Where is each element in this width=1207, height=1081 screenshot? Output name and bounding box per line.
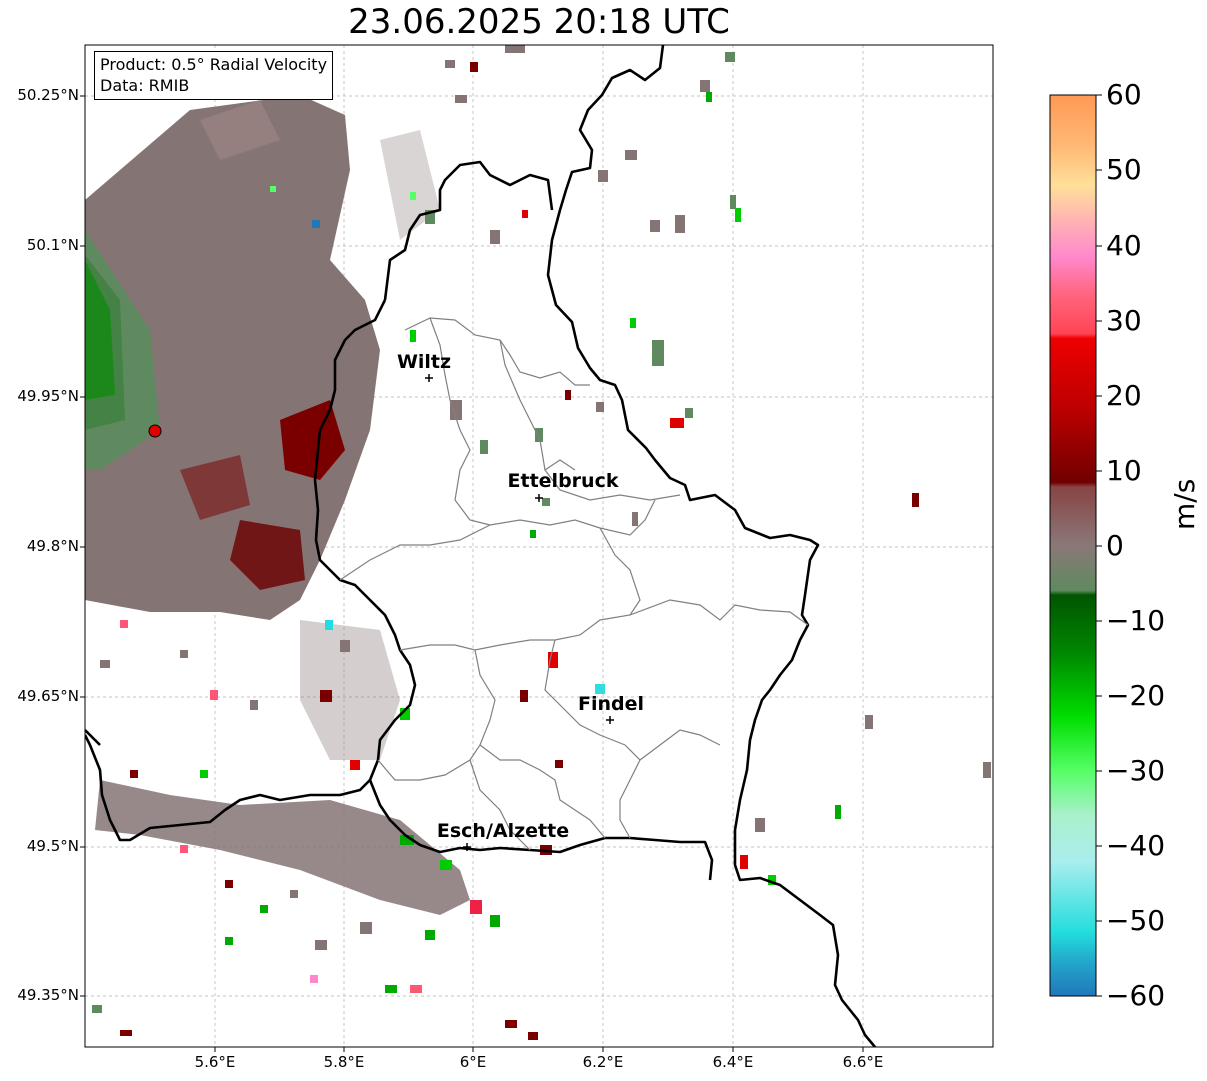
colorbar-tick-label: −60	[1106, 979, 1166, 1012]
colorbar-tick-label: −40	[1106, 829, 1166, 862]
lat-tick-label: 50.1°N	[26, 236, 79, 254]
colorbar-tick-label: 50	[1106, 153, 1142, 186]
lat-tick-label: 49.8°N	[26, 537, 79, 555]
lat-tick-label: 49.5°N	[26, 837, 79, 855]
colorbar-tick-label: −50	[1106, 904, 1166, 937]
lon-tick-label: 6.6°E	[842, 1053, 884, 1071]
colorbar-tick-label: 0	[1106, 529, 1124, 562]
colorbar-unit-label: m/s	[1168, 478, 1201, 530]
colorbar-tick-label: 30	[1106, 304, 1142, 337]
city-markers	[425, 374, 614, 851]
city-label-findel: Findel	[577, 693, 645, 715]
product-label: Product: 0.5° Radial Velocity	[100, 55, 328, 74]
lat-tick-label: 49.65°N	[17, 687, 79, 705]
lon-tick-label: 5.6°E	[194, 1053, 236, 1071]
plot-frame	[84, 44, 994, 1048]
info-box: Product: 0.5° Radial Velocity Data: RMIB	[94, 51, 334, 100]
lon-tick-label: 6.4°E	[712, 1053, 754, 1071]
lat-tick-label: 49.35°N	[17, 986, 79, 1004]
radar-echo-field	[85, 95, 470, 915]
lat-tick-label: 49.95°N	[17, 387, 79, 405]
city-label-wiltz: Wiltz	[396, 351, 452, 373]
city-label-ettelbruck: Ettelbruck	[507, 470, 619, 492]
lon-tick-label: 6°E	[459, 1053, 487, 1071]
city-label-esch-alzette: Esch/Alzette	[436, 820, 570, 842]
colorbar-tick-label: −10	[1106, 604, 1166, 637]
data-source-label: Data: RMIB	[100, 76, 190, 95]
colorbar-tick-label: 20	[1106, 379, 1142, 412]
colorbar-gradient	[1049, 94, 1097, 997]
colorbar-tick-label: 60	[1106, 78, 1142, 111]
colorbar-tick-label: −20	[1106, 679, 1166, 712]
axis-ticks	[80, 95, 864, 1052]
colorbar-tick-label: −30	[1106, 754, 1166, 787]
colorbar-tick-label: 10	[1106, 454, 1142, 487]
lon-tick-label: 5.8°E	[323, 1053, 365, 1071]
radar-site-marker	[148, 424, 162, 438]
canton-borders	[339, 317, 809, 851]
map-title: 23.06.2025 20:18 UTC	[348, 2, 730, 42]
colorbar-tick-label: 40	[1106, 229, 1142, 262]
lon-tick-label: 6.2°E	[582, 1053, 624, 1071]
colorbar-ticks	[1096, 94, 1102, 997]
lat-tick-label: 50.25°N	[17, 86, 79, 104]
